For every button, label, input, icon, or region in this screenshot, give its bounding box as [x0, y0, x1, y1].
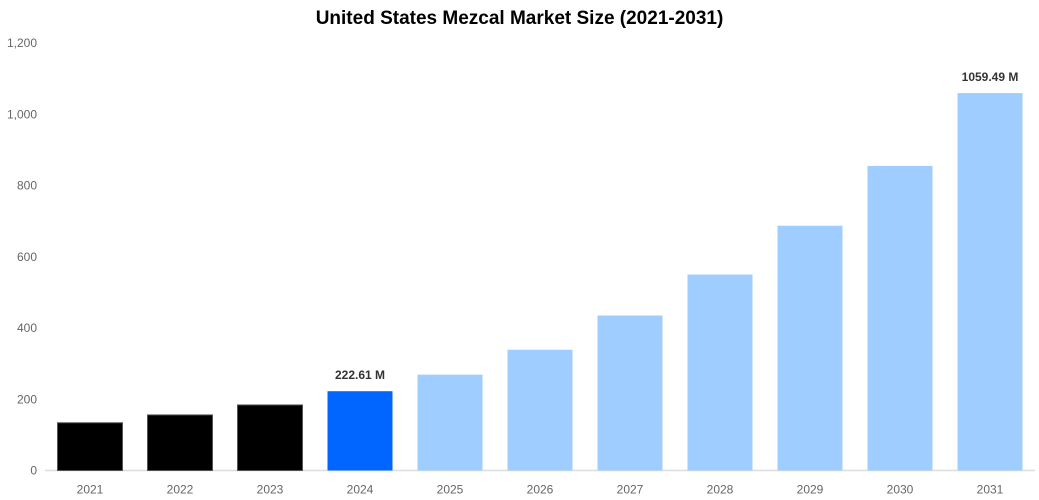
- bar: [417, 374, 483, 471]
- x-tick-label: 2030: [887, 483, 914, 497]
- bar: [867, 165, 933, 471]
- x-tick-label: 2021: [77, 483, 104, 497]
- bar: [597, 315, 663, 471]
- bar: [687, 274, 753, 471]
- y-tick-label: 600: [17, 250, 37, 264]
- x-tick-label: 2031: [977, 483, 1004, 497]
- y-tick-label: 0: [30, 464, 37, 478]
- bar: [147, 414, 213, 471]
- x-tick-label: 2023: [257, 483, 284, 497]
- x-tick-label: 2029: [797, 483, 824, 497]
- x-tick-label: 2026: [527, 483, 554, 497]
- x-tick-label: 2027: [617, 483, 644, 497]
- bar: [777, 225, 843, 471]
- x-tick-label: 2028: [707, 483, 734, 497]
- y-tick-label: 400: [17, 321, 37, 335]
- y-tick-label: 1,000: [7, 107, 37, 121]
- x-tick-label: 2022: [167, 483, 194, 497]
- bar: [327, 391, 393, 471]
- x-tick-label: 2024: [347, 483, 374, 497]
- bar: [507, 349, 573, 471]
- bar: [57, 422, 123, 472]
- data-label: 1059.49 M: [962, 70, 1019, 84]
- chart-title: United States Mezcal Market Size (2021-2…: [315, 8, 724, 29]
- y-tick-label: 800: [17, 179, 37, 193]
- x-tick-label: 2025: [437, 483, 464, 497]
- bar: [237, 404, 303, 472]
- y-tick-label: 200: [17, 392, 37, 406]
- data-label: 222.61 M: [335, 368, 385, 382]
- y-tick-label: 1,200: [7, 36, 37, 50]
- bar: [957, 93, 1023, 471]
